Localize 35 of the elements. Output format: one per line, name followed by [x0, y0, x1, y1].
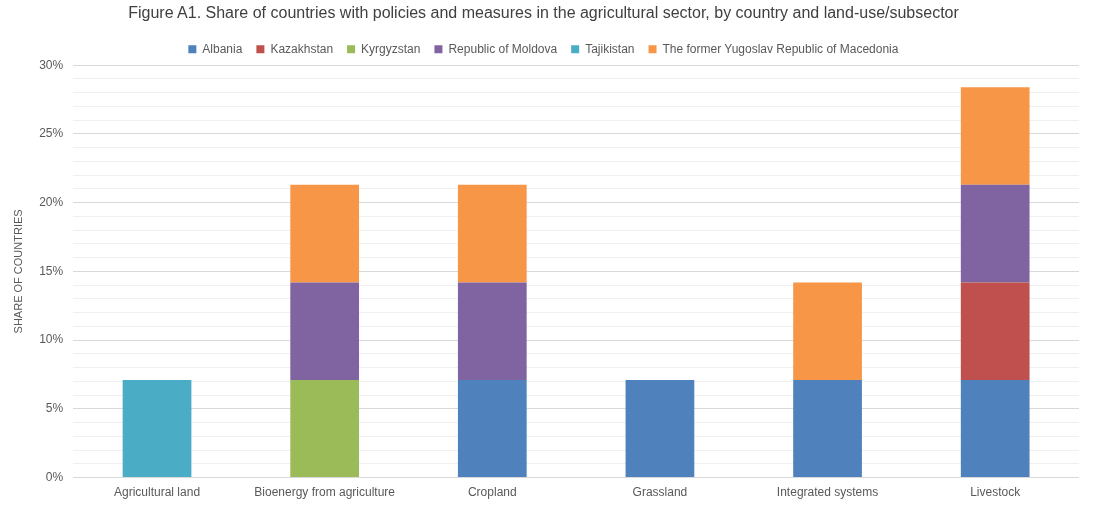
bar — [625, 380, 695, 478]
chart-title: Figure A1. Share of countries with policies and measures in the agricultural sector, by country and land-use/subsector — [128, 4, 960, 22]
bar — [290, 184, 360, 283]
legend-label: Republic of Moldova — [448, 41, 558, 56]
bar — [960, 282, 1030, 380]
y-tick-label: 10% — [39, 332, 64, 347]
x-tick-label: Agricultural land — [114, 485, 201, 500]
y-tick-label: 20% — [39, 194, 64, 209]
x-tick-label: Grassland — [632, 485, 688, 500]
bar — [457, 380, 527, 478]
legend-label: Albania — [202, 41, 243, 56]
bar — [290, 380, 360, 478]
legend-label: Tajikistan — [585, 41, 635, 56]
x-tick-label: Integrated systems — [776, 485, 879, 500]
bar — [290, 282, 360, 380]
bar — [793, 282, 862, 380]
legend-label: Kazakhstan — [270, 41, 334, 56]
bar — [122, 380, 192, 478]
bar — [457, 184, 527, 283]
legend-label: The former Yugoslav Republic of Macedonia — [662, 41, 899, 56]
bar — [960, 87, 1030, 185]
bar — [960, 184, 1030, 283]
y-tick-label: 15% — [39, 263, 64, 278]
bar — [960, 380, 1030, 478]
bar — [793, 380, 862, 478]
legend-label: Kyrgyzstan — [361, 41, 421, 56]
y-tick-label: 30% — [39, 57, 64, 72]
y-tick-label: 0% — [45, 469, 64, 484]
y-axis-title: SHARE OF COUNTRIES — [11, 209, 24, 334]
x-tick-label: Livestock — [970, 485, 1022, 500]
x-tick-label: Cropland — [467, 485, 517, 500]
y-tick-label: 25% — [39, 126, 64, 141]
x-tick-label: Bioenergy from agriculture — [254, 485, 396, 500]
bar — [457, 282, 527, 380]
y-tick-label: 5% — [45, 401, 64, 416]
